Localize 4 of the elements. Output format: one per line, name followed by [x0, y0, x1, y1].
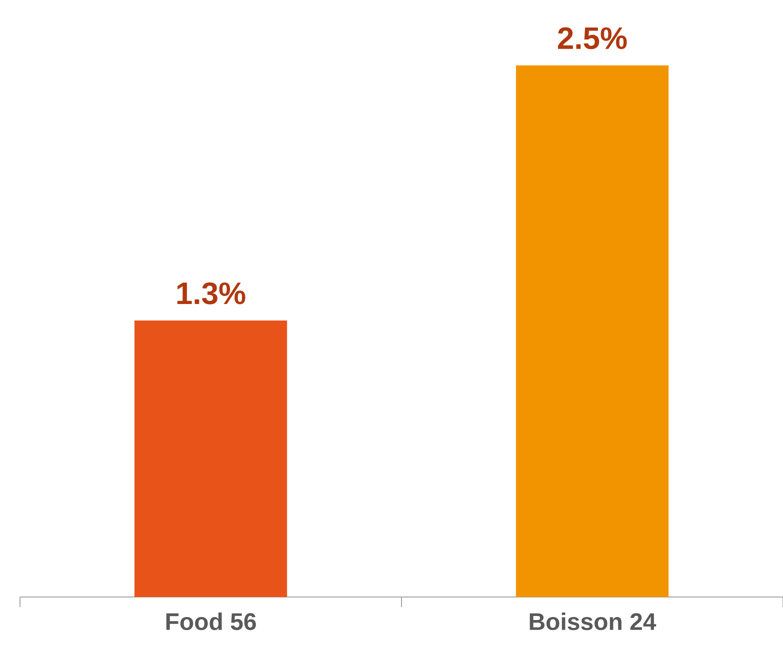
- x-tick-label: Boisson 24: [530, 612, 656, 630]
- x-tick-label: Food 56: [166, 612, 256, 630]
- data-label: 2.5%: [558, 27, 627, 50]
- data-label: 1.3%: [177, 282, 246, 304]
